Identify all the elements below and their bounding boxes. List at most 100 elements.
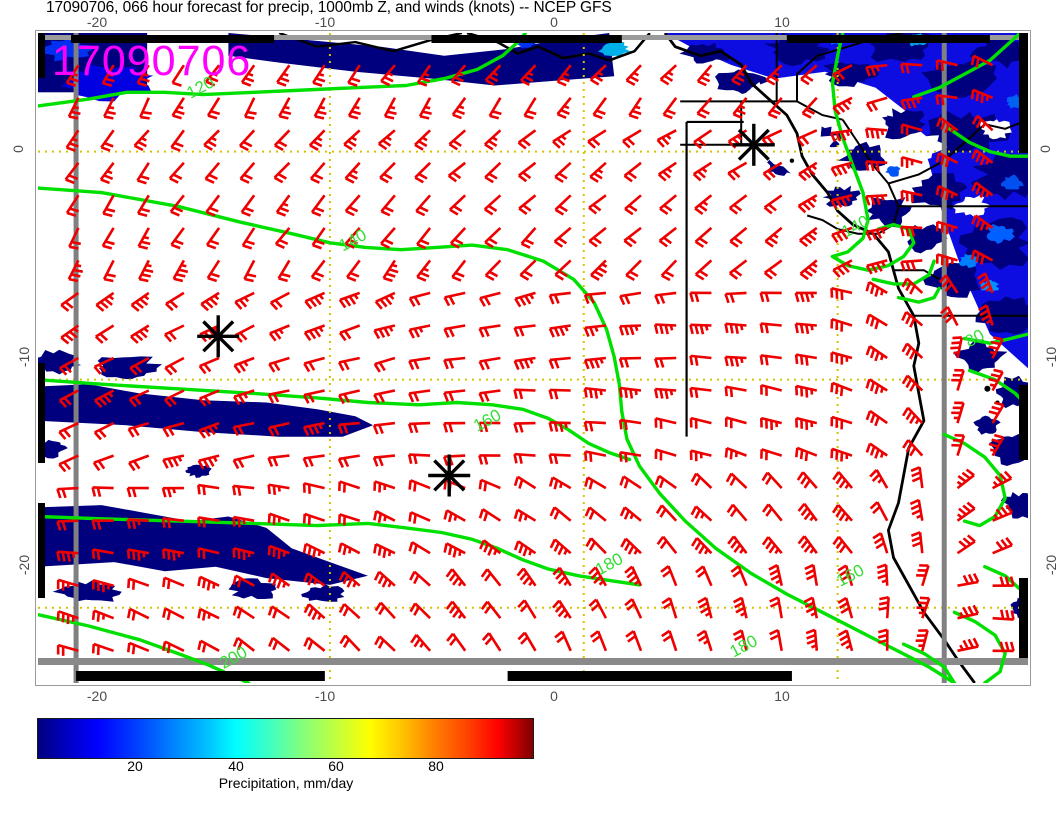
wind-barb bbox=[935, 94, 958, 106]
barb-full bbox=[338, 394, 345, 405]
wind-barb bbox=[797, 194, 818, 214]
wind-barb bbox=[198, 421, 220, 439]
barb-full bbox=[830, 319, 834, 329]
barb-full bbox=[207, 457, 215, 467]
barb-full bbox=[488, 139, 498, 148]
wind-barb bbox=[513, 508, 537, 522]
barb-full bbox=[584, 506, 591, 517]
barb-full bbox=[373, 510, 378, 521]
barb-half bbox=[985, 159, 990, 165]
barb-half bbox=[950, 126, 955, 133]
barb-full bbox=[137, 551, 141, 561]
coastline-layer bbox=[278, 33, 1028, 683]
barb-shaft bbox=[170, 227, 185, 246]
barb-full bbox=[990, 373, 1001, 378]
barb-full bbox=[900, 226, 905, 237]
barb-full bbox=[694, 419, 698, 429]
wind-barb bbox=[232, 515, 255, 528]
barb-full bbox=[799, 239, 809, 248]
wind-barb bbox=[68, 227, 81, 250]
barb-full bbox=[105, 207, 116, 213]
wind-barb bbox=[553, 226, 572, 248]
barb-full bbox=[279, 114, 289, 120]
barb-full bbox=[373, 363, 381, 373]
wind-barb bbox=[763, 259, 783, 280]
wind-barb bbox=[765, 64, 783, 86]
barb-full bbox=[484, 208, 494, 216]
barb-full bbox=[408, 541, 414, 552]
wind-barb bbox=[310, 194, 326, 217]
barb-full bbox=[689, 292, 695, 303]
barb-shaft bbox=[65, 194, 80, 214]
height-contour-east bbox=[901, 642, 957, 683]
barb-half bbox=[318, 294, 325, 300]
barb-half bbox=[66, 582, 70, 588]
barb-half bbox=[810, 292, 815, 299]
barb-full bbox=[804, 563, 814, 571]
wind-barb bbox=[587, 129, 607, 149]
barb-full bbox=[1003, 470, 1013, 480]
barb-full bbox=[61, 612, 65, 623]
barb-full bbox=[736, 108, 746, 116]
barb-full bbox=[940, 305, 949, 315]
barb-full bbox=[69, 142, 79, 148]
wind-barb bbox=[518, 161, 537, 183]
barb-full bbox=[662, 602, 673, 610]
wind-barb bbox=[136, 194, 151, 218]
wind-barb bbox=[232, 636, 256, 652]
barb-full bbox=[420, 76, 431, 83]
axis-edge-bar bbox=[1019, 385, 1028, 460]
barb-full bbox=[303, 362, 311, 373]
barb-full bbox=[631, 109, 642, 116]
wind-barb bbox=[164, 356, 185, 376]
barb-full bbox=[307, 575, 314, 586]
barb-full bbox=[732, 570, 742, 578]
barb-shaft bbox=[701, 565, 713, 587]
barb-full bbox=[99, 332, 108, 342]
barb-full bbox=[161, 487, 167, 498]
barb-half bbox=[915, 97, 921, 104]
barb-full bbox=[197, 460, 205, 470]
barb-full bbox=[61, 581, 65, 591]
wind-barb bbox=[655, 504, 678, 522]
barb-full bbox=[166, 610, 172, 621]
wind-barb bbox=[443, 324, 466, 339]
wind-barb bbox=[624, 598, 643, 619]
wind-barb bbox=[548, 324, 571, 338]
barb-full bbox=[618, 358, 624, 368]
barb-full bbox=[63, 461, 72, 471]
wind-barb bbox=[830, 129, 853, 143]
barb-shaft bbox=[659, 194, 678, 210]
wind-barb bbox=[303, 636, 326, 652]
barb-full bbox=[409, 571, 416, 581]
barb-full bbox=[377, 424, 384, 434]
barb-full bbox=[626, 570, 636, 579]
barb-full bbox=[408, 512, 413, 522]
barb-full bbox=[413, 296, 421, 306]
barb-shaft bbox=[206, 97, 221, 117]
barb-full bbox=[483, 360, 490, 370]
axis-edge-bar bbox=[1019, 33, 1028, 153]
barb-half bbox=[875, 65, 880, 72]
wind-barb bbox=[268, 324, 290, 342]
barb-half bbox=[108, 105, 115, 110]
barb-full bbox=[905, 261, 911, 271]
barb-full bbox=[966, 501, 976, 510]
wind-barb bbox=[162, 640, 185, 654]
barb-full bbox=[873, 537, 884, 545]
barb-full bbox=[962, 504, 972, 513]
barb-full bbox=[549, 538, 557, 549]
barb-half bbox=[845, 644, 852, 650]
wind-barb bbox=[56, 643, 79, 656]
barb-shaft bbox=[268, 421, 290, 430]
wind-barb bbox=[694, 226, 713, 248]
barb-full bbox=[806, 199, 816, 209]
barb-full bbox=[554, 604, 564, 613]
barb-full bbox=[626, 137, 636, 146]
barb-full bbox=[975, 185, 982, 195]
barb-full bbox=[557, 112, 567, 120]
barb-full bbox=[838, 479, 847, 489]
barb-full bbox=[518, 174, 528, 183]
wind-barb bbox=[901, 342, 924, 360]
barb-full bbox=[478, 479, 483, 490]
